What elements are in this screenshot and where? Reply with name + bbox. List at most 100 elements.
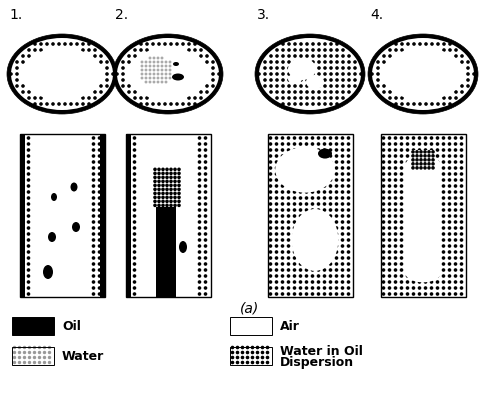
Circle shape — [324, 275, 326, 277]
Circle shape — [282, 68, 284, 70]
Circle shape — [34, 98, 36, 100]
Circle shape — [412, 215, 414, 218]
Circle shape — [154, 189, 156, 191]
Circle shape — [158, 177, 160, 179]
Circle shape — [442, 233, 444, 235]
Circle shape — [394, 281, 396, 284]
Circle shape — [174, 169, 176, 171]
Circle shape — [154, 185, 156, 187]
Circle shape — [154, 62, 155, 64]
Circle shape — [400, 281, 402, 284]
Circle shape — [395, 50, 397, 52]
Circle shape — [312, 239, 314, 241]
Circle shape — [28, 168, 30, 170]
Text: 1.: 1. — [9, 8, 22, 22]
Circle shape — [424, 263, 426, 265]
Circle shape — [288, 138, 290, 140]
Circle shape — [324, 80, 326, 82]
Circle shape — [424, 203, 426, 206]
Ellipse shape — [255, 35, 365, 115]
Circle shape — [258, 74, 260, 76]
Text: Water in Oil: Water in Oil — [280, 344, 363, 358]
Circle shape — [28, 356, 30, 358]
Circle shape — [76, 103, 78, 106]
Circle shape — [442, 209, 444, 212]
Circle shape — [388, 162, 390, 164]
Circle shape — [166, 78, 167, 79]
Circle shape — [204, 174, 206, 176]
Circle shape — [246, 356, 248, 359]
Circle shape — [330, 174, 332, 176]
Circle shape — [198, 245, 200, 247]
Circle shape — [454, 209, 456, 212]
Circle shape — [200, 56, 202, 58]
Bar — [12, 317, 54, 335]
Circle shape — [312, 150, 314, 152]
Circle shape — [306, 185, 308, 188]
Circle shape — [306, 197, 308, 200]
Circle shape — [282, 269, 284, 271]
Circle shape — [282, 86, 284, 88]
Circle shape — [178, 173, 180, 175]
Circle shape — [418, 203, 420, 206]
Circle shape — [270, 251, 272, 253]
Circle shape — [150, 66, 151, 68]
Circle shape — [28, 185, 30, 188]
Circle shape — [424, 287, 426, 290]
Circle shape — [460, 144, 462, 146]
Circle shape — [354, 68, 356, 70]
Circle shape — [330, 209, 332, 212]
Circle shape — [134, 281, 136, 284]
Circle shape — [166, 201, 168, 203]
Circle shape — [448, 233, 450, 235]
Circle shape — [400, 275, 402, 277]
Circle shape — [318, 275, 320, 277]
Circle shape — [382, 197, 384, 200]
Circle shape — [348, 197, 350, 200]
Circle shape — [288, 74, 290, 76]
Bar — [405, 167, 441, 273]
Circle shape — [377, 86, 379, 88]
Circle shape — [178, 205, 180, 207]
Circle shape — [158, 74, 159, 75]
Circle shape — [430, 168, 432, 170]
Circle shape — [146, 103, 148, 106]
Circle shape — [400, 215, 402, 218]
Circle shape — [388, 251, 390, 253]
Circle shape — [98, 168, 100, 170]
Circle shape — [276, 269, 278, 271]
Circle shape — [92, 185, 94, 188]
Circle shape — [134, 209, 136, 212]
Circle shape — [158, 185, 160, 187]
Circle shape — [348, 68, 350, 70]
Ellipse shape — [288, 59, 316, 81]
Circle shape — [400, 269, 402, 271]
Circle shape — [312, 221, 314, 223]
Circle shape — [312, 98, 314, 100]
Circle shape — [437, 103, 439, 106]
Circle shape — [52, 103, 54, 106]
Ellipse shape — [306, 76, 324, 90]
Circle shape — [418, 227, 420, 229]
Circle shape — [92, 233, 94, 235]
Circle shape — [146, 74, 147, 75]
Circle shape — [400, 245, 402, 247]
Circle shape — [92, 138, 94, 140]
Circle shape — [312, 56, 314, 58]
Circle shape — [400, 251, 402, 253]
Circle shape — [430, 227, 432, 229]
Circle shape — [389, 92, 391, 94]
Circle shape — [348, 269, 350, 271]
Circle shape — [276, 74, 278, 76]
Circle shape — [158, 181, 160, 183]
Circle shape — [406, 150, 408, 152]
Bar — [20, 135, 34, 297]
Circle shape — [336, 257, 338, 259]
Circle shape — [92, 180, 94, 182]
Circle shape — [92, 251, 94, 253]
Circle shape — [288, 257, 290, 259]
Circle shape — [318, 86, 320, 88]
Circle shape — [288, 92, 290, 94]
Circle shape — [270, 86, 272, 88]
Circle shape — [270, 287, 272, 290]
